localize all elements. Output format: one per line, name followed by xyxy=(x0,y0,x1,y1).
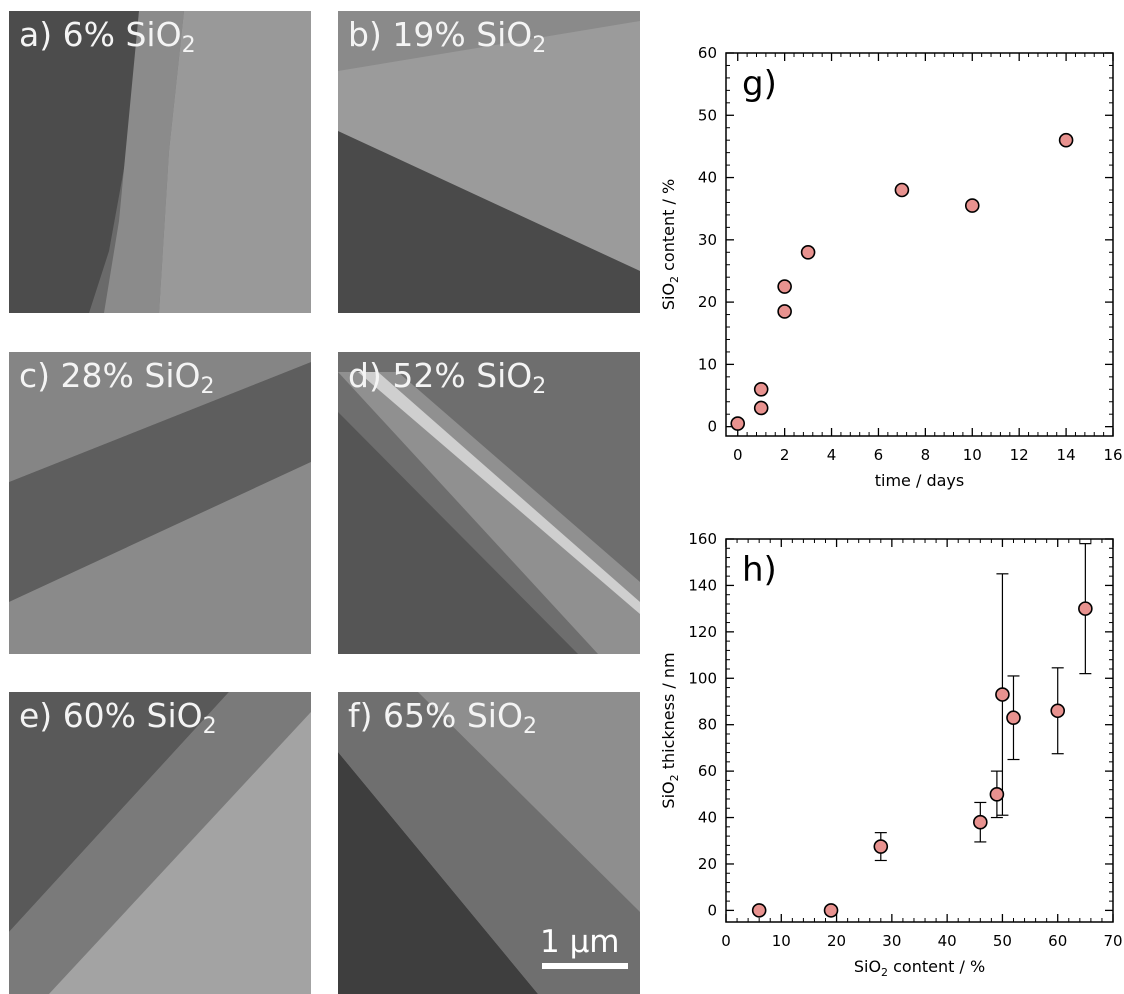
y-tick-label: 10 xyxy=(698,355,717,373)
panel-label-d: d) 52% SiO2 xyxy=(348,356,547,399)
x-tick-label: 14 xyxy=(1057,446,1076,464)
y-tick-label: 0 xyxy=(707,418,717,436)
x-tick-label: 8 xyxy=(921,446,931,464)
sem-image-b: b) 19% SiO2 xyxy=(338,11,640,313)
x-tick-label: 10 xyxy=(963,446,982,464)
chart-h: 0 10 20 30 40 50 60 70 0 20 40 60 80 100 120 140 160 h) Si… xyxy=(659,530,1123,979)
panel-label-f: f) 65% SiO2 xyxy=(348,696,537,739)
y-tick-label: 120 xyxy=(688,623,717,641)
x-axis-label: time / days xyxy=(875,471,964,490)
data-point xyxy=(894,182,910,198)
x-tick-label: 0 xyxy=(733,446,743,464)
scale-bar xyxy=(542,963,628,969)
x-tick-label: 12 xyxy=(1010,446,1029,464)
x-tick-label: 30 xyxy=(882,932,901,950)
data-point xyxy=(1050,703,1066,719)
panel-label-e: e) 60% SiO2 xyxy=(19,696,217,739)
sem-texture xyxy=(338,692,640,994)
y-tick-label: 40 xyxy=(698,169,717,187)
plot-frame xyxy=(725,52,1114,437)
x-tick-label: 20 xyxy=(827,932,846,950)
y-axis-label: SiO2 thickness / nm xyxy=(659,652,681,808)
data-point xyxy=(1078,601,1093,616)
data-point xyxy=(753,381,769,397)
data-point xyxy=(800,244,816,260)
x-tick-label: 40 xyxy=(938,932,957,950)
sem-texture xyxy=(9,352,311,654)
sem-image-f: f) 65% SiO2 xyxy=(338,692,640,994)
data-point xyxy=(995,687,1010,702)
data-point xyxy=(1006,710,1021,726)
x-tick-label: 10 xyxy=(772,932,791,950)
data-point xyxy=(1058,132,1074,148)
data-point xyxy=(777,304,792,319)
data-point xyxy=(753,400,769,416)
x-tick-label: 16 xyxy=(1103,446,1122,464)
panel-label-b: b) 19% SiO2 xyxy=(348,15,547,58)
panel-label-a: a) 6% SiO2 xyxy=(19,15,196,58)
sem-image-c: c) 28% SiO2 xyxy=(9,352,311,654)
x-tick-label: 2 xyxy=(780,446,790,464)
y-tick-label: 20 xyxy=(698,293,717,311)
y-tick-label: 20 xyxy=(698,855,717,873)
sem-texture xyxy=(338,11,640,313)
data-point xyxy=(730,416,746,431)
x-tick-label: 6 xyxy=(874,446,884,464)
y-tick-label: 0 xyxy=(707,901,717,919)
x-tick-label: 0 xyxy=(721,932,731,950)
data-point xyxy=(964,198,980,213)
x-tick-label: 60 xyxy=(1048,932,1067,950)
data-point xyxy=(777,279,792,294)
y-axis-label: SiO2 content / % xyxy=(659,179,681,310)
data-point xyxy=(989,787,1005,802)
y-tick-label: 30 xyxy=(698,231,717,249)
panel-label-g: g) xyxy=(742,64,777,104)
sem-image-d: d) 52% SiO2 xyxy=(338,352,640,654)
plot-frame xyxy=(725,538,1114,923)
sem-image-e: e) 60% SiO2 xyxy=(9,692,311,994)
y-tick-label: 50 xyxy=(698,106,717,124)
y-tick-label: 60 xyxy=(698,44,717,62)
sem-texture xyxy=(9,692,311,994)
panel-label-c: c) 28% SiO2 xyxy=(19,356,215,399)
data-point xyxy=(751,903,767,918)
x-tick-label: 50 xyxy=(993,932,1012,950)
chart-g: 0 2 4 6 8 10 12 14 16 0 10 20 30 40 50 60 g) time / days S… xyxy=(659,44,1123,490)
x-tick-label: 4 xyxy=(827,446,837,464)
x-tick-label: 70 xyxy=(1103,932,1122,950)
data-point xyxy=(823,903,839,918)
panel-label-h: h) xyxy=(742,550,777,590)
x-axis-label: SiO2 content / % xyxy=(854,957,985,979)
y-tick-label: 140 xyxy=(688,576,717,594)
sem-texture xyxy=(338,352,640,654)
y-tick-label: 40 xyxy=(698,809,717,827)
sem-texture xyxy=(9,11,311,313)
scale-bar-label: 1 µm xyxy=(540,924,620,960)
y-tick-label: 80 xyxy=(698,716,717,734)
y-tick-label: 60 xyxy=(698,762,717,780)
sem-image-a: a) 6% SiO2 xyxy=(9,11,311,313)
y-tick-label: 160 xyxy=(688,530,717,548)
data-point xyxy=(973,814,988,830)
data-point xyxy=(873,839,889,854)
y-tick-label: 100 xyxy=(688,669,717,687)
